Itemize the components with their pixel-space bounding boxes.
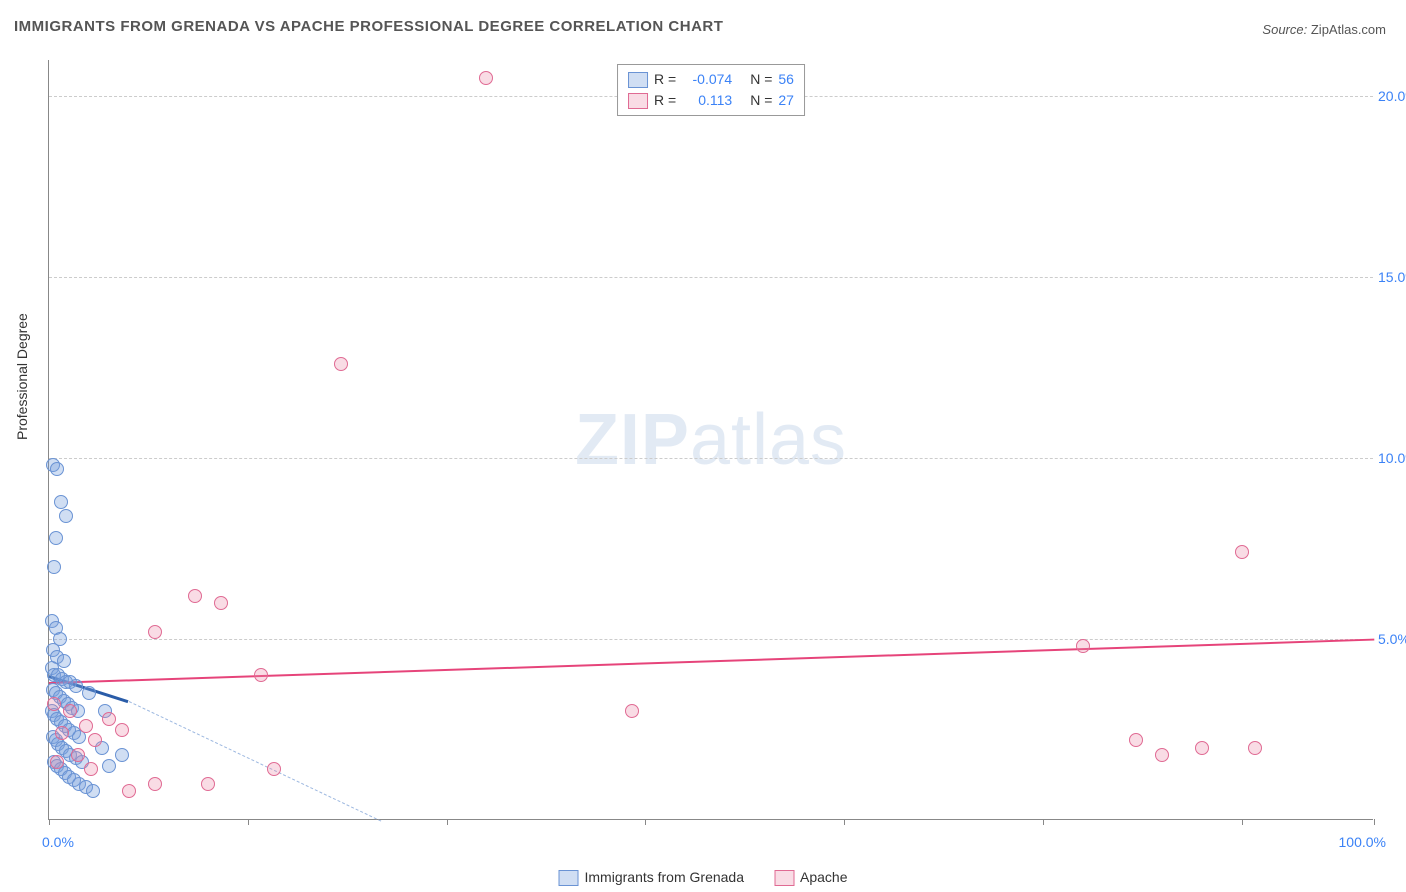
r-label-b: R = bbox=[654, 90, 676, 111]
data-point bbox=[71, 748, 85, 762]
source-label: Source: bbox=[1262, 22, 1307, 37]
legend-row-apache: R = 0.113 N = 27 bbox=[628, 90, 794, 111]
n-label-b: N = bbox=[750, 90, 772, 111]
x-tick bbox=[844, 819, 845, 825]
watermark-bold: ZIP bbox=[575, 400, 690, 480]
x-tick bbox=[1242, 819, 1243, 825]
y-tick-label: 5.0% bbox=[1378, 631, 1406, 647]
data-point bbox=[1248, 741, 1262, 755]
x-tick-min: 0.0% bbox=[42, 834, 74, 850]
series-name-a: Immigrants from Grenada bbox=[585, 869, 745, 885]
watermark: ZIPatlas bbox=[575, 399, 847, 481]
x-tick bbox=[49, 819, 50, 825]
swatch-grenada bbox=[628, 72, 648, 88]
data-point bbox=[115, 723, 129, 737]
legend-item-grenada: Immigrants from Grenada bbox=[559, 869, 745, 886]
y-axis-label: Professional Degree bbox=[14, 313, 30, 440]
y-tick-label: 20.0% bbox=[1378, 88, 1406, 104]
data-point bbox=[148, 625, 162, 639]
data-point bbox=[1235, 545, 1249, 559]
data-point bbox=[102, 759, 116, 773]
data-point bbox=[86, 784, 100, 798]
data-point bbox=[47, 697, 61, 711]
legend-item-apache: Apache bbox=[774, 869, 847, 886]
data-point bbox=[84, 762, 98, 776]
x-tick bbox=[645, 819, 646, 825]
x-tick bbox=[1374, 819, 1375, 825]
watermark-rest: atlas bbox=[690, 400, 847, 480]
scatter-plot-area: ZIPatlas R = -0.074 N = 56 R = 0.113 N =… bbox=[48, 60, 1373, 820]
data-point bbox=[254, 668, 268, 682]
data-point bbox=[82, 686, 96, 700]
data-point bbox=[148, 777, 162, 791]
data-point bbox=[267, 762, 281, 776]
data-point bbox=[479, 71, 493, 85]
series-legend: Immigrants from Grenada Apache bbox=[559, 869, 848, 886]
gridline-h bbox=[49, 277, 1373, 278]
data-point bbox=[115, 748, 129, 762]
data-point bbox=[79, 719, 93, 733]
n-label-a: N = bbox=[750, 69, 772, 90]
data-point bbox=[47, 560, 61, 574]
data-point bbox=[50, 462, 64, 476]
data-point bbox=[57, 654, 71, 668]
r-value-a: -0.074 bbox=[682, 69, 732, 90]
r-label-a: R = bbox=[654, 69, 676, 90]
data-point bbox=[188, 589, 202, 603]
data-point bbox=[69, 679, 83, 693]
gridline-h bbox=[49, 458, 1373, 459]
chart-title: IMMIGRANTS FROM GRENADA VS APACHE PROFES… bbox=[14, 18, 723, 35]
data-point bbox=[625, 704, 639, 718]
trend-line bbox=[128, 701, 380, 821]
data-point bbox=[1076, 639, 1090, 653]
data-point bbox=[1155, 748, 1169, 762]
data-point bbox=[63, 704, 77, 718]
data-point bbox=[1195, 741, 1209, 755]
data-point bbox=[1129, 733, 1143, 747]
data-point bbox=[50, 755, 64, 769]
legend-row-grenada: R = -0.074 N = 56 bbox=[628, 69, 794, 90]
trend-line bbox=[49, 639, 1374, 684]
data-point bbox=[49, 531, 63, 545]
data-point bbox=[102, 712, 116, 726]
swatch-apache bbox=[628, 93, 648, 109]
series-name-b: Apache bbox=[800, 869, 847, 885]
swatch-apache-icon bbox=[774, 870, 794, 886]
data-point bbox=[122, 784, 136, 798]
x-tick bbox=[248, 819, 249, 825]
data-point bbox=[201, 777, 215, 791]
r-value-b: 0.113 bbox=[682, 90, 732, 111]
x-tick-max: 100.0% bbox=[1339, 834, 1386, 850]
data-point bbox=[55, 726, 69, 740]
y-tick-label: 10.0% bbox=[1378, 450, 1406, 466]
x-tick bbox=[447, 819, 448, 825]
data-point bbox=[59, 509, 73, 523]
gridline-h bbox=[49, 639, 1373, 640]
source-value: ZipAtlas.com bbox=[1311, 22, 1386, 37]
swatch-grenada-icon bbox=[559, 870, 579, 886]
y-tick-label: 15.0% bbox=[1378, 269, 1406, 285]
correlation-legend: R = -0.074 N = 56 R = 0.113 N = 27 bbox=[617, 64, 805, 116]
data-point bbox=[88, 733, 102, 747]
source-attribution: Source: ZipAtlas.com bbox=[1262, 22, 1386, 37]
data-point bbox=[334, 357, 348, 371]
data-point bbox=[214, 596, 228, 610]
x-tick bbox=[1043, 819, 1044, 825]
n-value-b: 27 bbox=[778, 90, 794, 111]
n-value-a: 56 bbox=[778, 69, 794, 90]
data-point bbox=[54, 495, 68, 509]
